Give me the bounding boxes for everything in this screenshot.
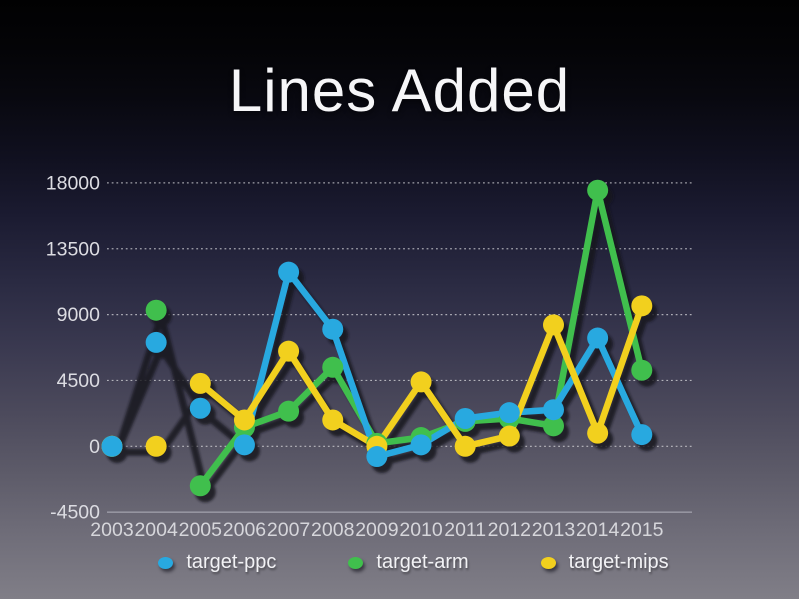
x-axis-tick-label: 2005 xyxy=(179,519,223,541)
x-axis-tick-label: 2011 xyxy=(444,519,486,541)
slide-title: Lines Added xyxy=(228,57,571,124)
x-axis-tick-label: 2013 xyxy=(532,519,575,541)
point-target-mips-2015 xyxy=(631,295,653,317)
series-markers xyxy=(101,179,653,497)
point-target-arm-2013 xyxy=(543,415,564,437)
point-target-ppc-2008 xyxy=(322,318,344,340)
x-axis-tick-label: 2008 xyxy=(311,519,354,541)
point-target-arm-2007 xyxy=(278,400,300,422)
x-axis-tick-label: 2007 xyxy=(267,519,310,541)
legend-dot-target-mips xyxy=(540,556,556,569)
point-target-ppc-2013 xyxy=(543,399,564,421)
x-axis-tick-label: 2009 xyxy=(355,519,398,541)
legend-dot-target-ppc xyxy=(158,556,174,569)
x-axis-tick-label: 2006 xyxy=(223,519,266,541)
point-target-ppc-2006 xyxy=(233,434,255,456)
point-target-arm-2014 xyxy=(587,179,609,201)
point-target-mips-2014 xyxy=(587,422,609,444)
point-target-arm-2008 xyxy=(322,356,344,378)
point-target-mips-2010 xyxy=(410,371,432,393)
legend-label-target-ppc: target-ppc xyxy=(186,551,277,573)
x-axis-tick-label: 2012 xyxy=(488,519,531,541)
point-target-ppc-2009 xyxy=(366,446,388,468)
legend-item-target-mips: target-mips xyxy=(540,551,669,574)
x-axis-tick-label: 2014 xyxy=(576,519,620,541)
point-target-mips-2006 xyxy=(233,409,255,431)
x-axis-labels: 2003 2004 2005 2006 2007 2008 2009 2010 2011 2012… xyxy=(90,519,663,541)
x-axis-tick-label: 2015 xyxy=(620,519,664,541)
point-target-mips-2007 xyxy=(278,340,300,362)
point-target-arm-2004 xyxy=(145,299,167,321)
legend-item-target-arm: target-arm xyxy=(348,551,469,574)
point-target-mips-2004 xyxy=(145,435,167,457)
point-target-ppc-2003 xyxy=(101,435,123,457)
x-axis-tick-label: 2004 xyxy=(134,519,178,541)
gridlines: -4500 0 4500 9000 13500 18000 xyxy=(46,172,692,524)
x-axis-tick-label: 2003 xyxy=(90,519,133,541)
point-target-ppc-2015 xyxy=(631,424,653,446)
point-target-ppc-2007 xyxy=(278,261,300,283)
point-target-arm-2015 xyxy=(631,359,653,381)
point-target-ppc-2011 xyxy=(454,407,476,429)
point-target-mips-2012 xyxy=(498,425,520,447)
point-target-ppc-2014 xyxy=(587,327,609,349)
point-target-ppc-2005 xyxy=(189,397,211,419)
point-target-ppc-2010 xyxy=(410,434,432,456)
legend-label-target-arm: target-arm xyxy=(376,551,469,573)
point-target-mips-2011 xyxy=(454,435,476,457)
point-target-ppc-2004 xyxy=(145,331,167,353)
point-target-mips-2008 xyxy=(322,409,344,431)
y-axis-tick-label: 9000 xyxy=(57,304,101,326)
y-axis-tick-label: 13500 xyxy=(46,238,100,260)
legend-dot-target-arm xyxy=(348,556,364,569)
chart-legend: target-ppc target-arm target-mips xyxy=(0,551,799,574)
point-target-arm-2005 xyxy=(189,475,211,497)
point-target-ppc-2012 xyxy=(498,402,520,424)
point-target-mips-2005 xyxy=(189,372,211,394)
legend-item-target-ppc: target-ppc xyxy=(158,551,276,574)
point-target-mips-2013 xyxy=(543,314,564,336)
x-axis-tick-label: 2010 xyxy=(399,519,443,541)
legend-label-target-mips: target-mips xyxy=(568,551,669,573)
y-axis-tick-label: 4500 xyxy=(57,370,101,392)
y-axis-tick-label: 18000 xyxy=(46,172,100,194)
y-axis-tick-label: -4500 xyxy=(50,502,100,524)
y-axis-tick-label: 0 xyxy=(89,436,100,458)
